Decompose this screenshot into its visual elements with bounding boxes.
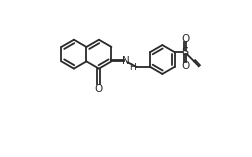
Text: O: O [180, 61, 188, 71]
Text: N: N [122, 56, 129, 66]
Text: H: H [129, 63, 135, 73]
Text: O: O [180, 34, 188, 44]
Text: S: S [181, 47, 188, 57]
Text: O: O [94, 84, 103, 94]
